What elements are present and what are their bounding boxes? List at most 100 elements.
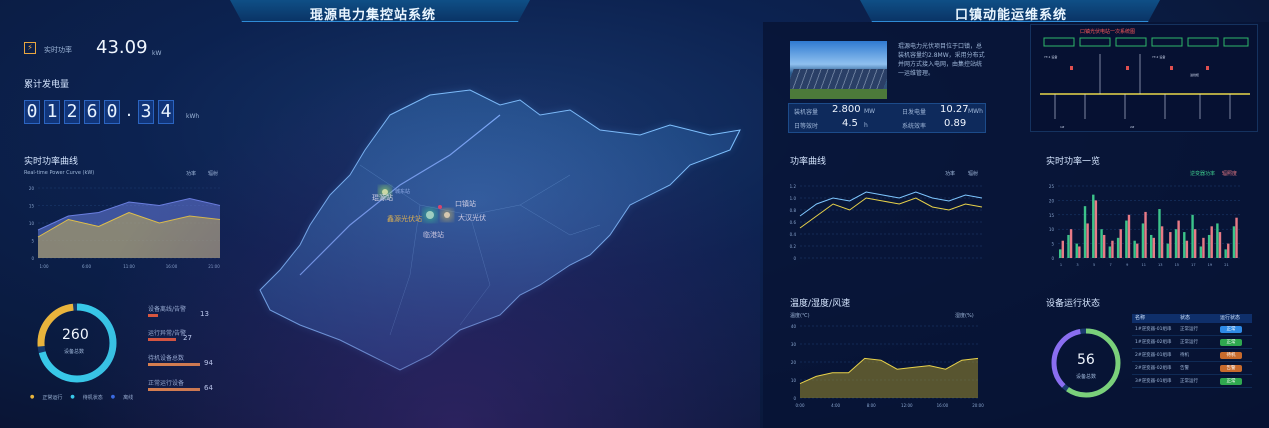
y-tick-label: 0 <box>793 396 796 401</box>
current-power-unit: kW <box>152 50 162 57</box>
current-power-value: 43.09 <box>96 37 148 58</box>
table-row[interactable]: 2#逆变器-02组串 告警 告警 <box>1132 362 1252 375</box>
table-row[interactable]: 2#逆变器-01组串 待机 待机 <box>1132 349 1252 362</box>
y-tick-label: 0 <box>1051 256 1054 261</box>
row-status: 正常运行 <box>1180 327 1198 332</box>
bar-chart-title: 实时功率一览 <box>1046 157 1101 167</box>
digit: 4 <box>158 100 174 124</box>
x-tick-label: 17 <box>1191 263 1195 267</box>
x-tick-label: 11:00 <box>123 264 135 269</box>
y-tick-label: 0 <box>31 256 34 261</box>
bar-辐照度 <box>1136 243 1139 258</box>
table-row[interactable]: 1#逆变器-02组串 正常运行 正常 <box>1132 336 1252 349</box>
bar-逆变器功率 <box>1125 220 1128 258</box>
digit: . <box>126 100 132 121</box>
line-辐射 <box>37 197 221 231</box>
y-tick-label: 15 <box>1049 213 1055 218</box>
map-label-5: 临港站 <box>423 231 444 239</box>
right-title-bar <box>860 0 1160 22</box>
row-name: 1#逆变器-02组串 <box>1135 340 1172 345</box>
x-tick-label: 21:00 <box>208 264 220 269</box>
svg-text:进线柜: 进线柜 <box>1190 72 1199 77</box>
y-tick-label: 0.6 <box>790 220 797 225</box>
status-value-1: 13 <box>200 310 209 318</box>
x-tick-label: 11 <box>1141 263 1145 267</box>
env-title: 温度/湿度/风速 <box>790 299 851 309</box>
bar-逆变器功率 <box>1141 223 1145 258</box>
x-tick-label: 9 <box>1126 263 1128 267</box>
devices-ring <box>1051 328 1121 398</box>
x-tick-label: 8:00 <box>867 403 876 408</box>
y-tick-label: 0 <box>793 256 796 261</box>
diagram-lines: YT-1 设备 YT-2 设备 进线柜 1# 2# <box>1040 37 1250 129</box>
bar-辐照度 <box>1144 211 1147 258</box>
stat-label-3: 日等效时 <box>794 123 819 130</box>
y-tick-label: 20 <box>29 186 35 191</box>
legend-text-1: 正常运行 <box>42 395 63 401</box>
bar-逆变器功率 <box>1116 237 1120 258</box>
table-row[interactable]: 3#逆变器-01组串 正常运行 正常 <box>1132 375 1252 388</box>
status-bar-3 <box>148 363 200 366</box>
bar-逆变器功率 <box>1083 206 1087 258</box>
bar-辐照度 <box>1127 214 1131 258</box>
site-description: 琨源电力光伏项目位于口镇，总装机容量约2.8MW，采用分布式并网方式接入电网，由… <box>898 43 985 77</box>
stat-value-2: 10.27 <box>940 104 969 115</box>
bar-辐照度 <box>1102 234 1106 258</box>
digit: 1 <box>44 100 60 124</box>
x-tick-label: 7 <box>1110 263 1112 267</box>
y-tick-label: 30 <box>791 342 797 347</box>
row-name: 1#逆变器-01组串 <box>1135 327 1172 332</box>
row-status: 待机 <box>1180 353 1189 358</box>
devices-rows: 1#逆变器-01组串 正常运行 正常 1#逆变器-02组串 正常运行 正常 2#逆变器-01… <box>1132 323 1252 388</box>
bar-辐照度 <box>1202 237 1205 258</box>
map-label-6: 城东站 <box>395 189 411 195</box>
status-bar-2 <box>148 338 176 341</box>
digit: 3 <box>138 100 154 124</box>
status-bar-1 <box>148 314 158 317</box>
bar-辐照度 <box>1227 243 1230 258</box>
line-温度 <box>799 357 979 385</box>
status-label-3: 待机设备总数 <box>148 355 185 362</box>
x-tick-label: 20:00 <box>972 403 984 408</box>
bar-逆变器功率 <box>1092 194 1095 258</box>
status-badge: 正常 <box>1220 377 1242 385</box>
row-status: 正常运行 <box>1180 379 1198 384</box>
left-power-chart: 20 15 10 5 0 1:00 6:00 11:00 16:00 21:00 <box>29 186 221 269</box>
line-功率 <box>37 211 221 238</box>
x-tick-label: 15 <box>1175 263 1179 267</box>
row-status: 正常运行 <box>1180 340 1198 345</box>
table-row[interactable]: 1#逆变器-01组串 正常运行 正常 <box>1132 323 1252 336</box>
x-tick-label: 1:00 <box>40 264 49 269</box>
bar-辐照度 <box>1193 229 1197 258</box>
left-curve-legend-2: 辐射 <box>208 171 219 177</box>
stat-unit-3: h <box>864 122 868 129</box>
line-辐射 <box>799 191 983 217</box>
area-功率 <box>38 212 220 258</box>
donut-label: 设备总数 <box>64 349 85 355</box>
devices-count-label: 设备总数 <box>1076 374 1097 380</box>
y-tick-label: 1.0 <box>790 196 797 201</box>
y-tick-label: 40 <box>791 324 797 329</box>
status-label-1: 设备离线/告警 <box>148 306 187 313</box>
bar-辐照度 <box>1169 232 1172 258</box>
legend-text-3: 离线 <box>123 395 134 401</box>
x-tick-label: 19 <box>1208 263 1212 267</box>
devices-header-status: 状态 <box>1180 315 1191 321</box>
svg-text:YT-1 设备: YT-1 设备 <box>1044 54 1057 59</box>
left-curve-title: 实时功率曲线 <box>24 157 79 167</box>
solar-panels <box>790 69 887 89</box>
bar-逆变器功率 <box>1183 232 1186 258</box>
y-tick-label: 15 <box>29 204 35 209</box>
line-功率 <box>799 197 983 229</box>
x-tick-label: 6:00 <box>82 264 91 269</box>
env-right-axis: 湿度(%) <box>955 313 974 319</box>
x-tick-label: 16:00 <box>166 264 178 269</box>
x-tick-label: 3 <box>1076 263 1078 267</box>
bar-辐照度 <box>1210 226 1213 258</box>
map-label-2: 口镇站 <box>455 200 476 208</box>
status-badge: 正常 <box>1220 325 1242 333</box>
digit: 0 <box>24 100 40 124</box>
row-name: 2#逆变器-02组串 <box>1135 366 1172 371</box>
bar-逆变器功率 <box>1067 234 1070 258</box>
